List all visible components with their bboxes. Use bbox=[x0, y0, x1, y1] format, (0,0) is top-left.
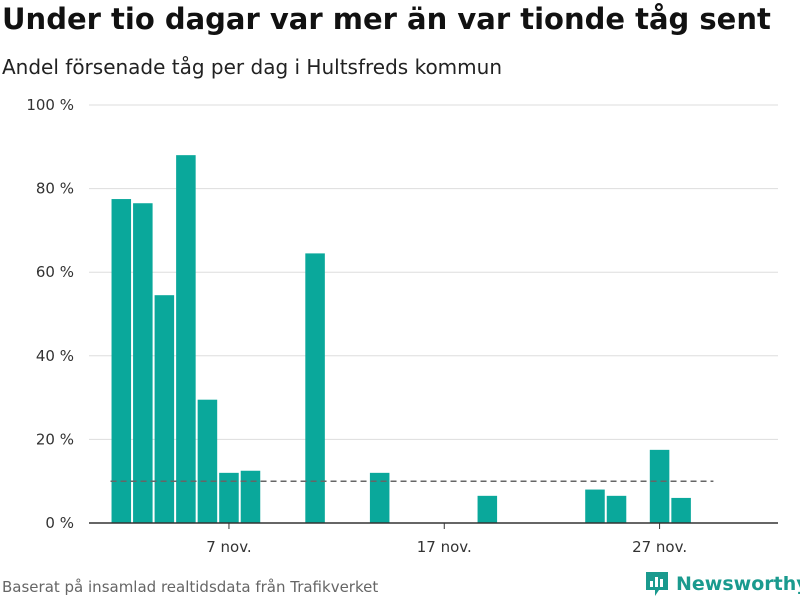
y-tick-label: 60 % bbox=[36, 263, 74, 281]
source-note: Baserat på insamlad realtidsdata från Tr… bbox=[2, 578, 379, 596]
bar bbox=[606, 495, 627, 523]
chart-subtitle: Andel försenade tåg per dag i Hultsfreds… bbox=[2, 55, 502, 79]
brand-name: Newsworthy bbox=[676, 573, 800, 595]
y-tick-label: 0 % bbox=[45, 514, 74, 532]
bar bbox=[305, 253, 325, 523]
bar bbox=[585, 489, 605, 523]
bar bbox=[219, 472, 239, 523]
bar bbox=[369, 472, 390, 523]
bar bbox=[240, 470, 261, 523]
bar bbox=[197, 399, 218, 523]
bar bbox=[477, 495, 498, 523]
newsworthy-logo[interactable]: Newsworthy bbox=[644, 570, 800, 598]
chart-title: Under tio dagar var mer än var tionde tå… bbox=[2, 2, 771, 36]
bar bbox=[176, 155, 196, 523]
x-tick-label: 27 nov. bbox=[632, 538, 687, 556]
bar bbox=[111, 199, 132, 524]
bar-chart: 0 % 20 % 40 % 60 % 80 % 100 % 7 nov. 17 nov. 27 … bbox=[26, 96, 778, 556]
x-tick-label: 7 nov. bbox=[206, 538, 251, 556]
bar bbox=[133, 203, 153, 524]
y-tick-label: 100 % bbox=[26, 96, 74, 114]
bar bbox=[671, 497, 691, 523]
bar bbox=[649, 449, 670, 523]
y-tick-label: 20 % bbox=[36, 430, 74, 448]
x-tick-label: 17 nov. bbox=[417, 538, 472, 556]
bar bbox=[154, 295, 175, 523]
y-tick-label: 40 % bbox=[36, 347, 74, 365]
newsworthy-icon bbox=[646, 572, 668, 596]
y-tick-label: 80 % bbox=[36, 180, 74, 198]
